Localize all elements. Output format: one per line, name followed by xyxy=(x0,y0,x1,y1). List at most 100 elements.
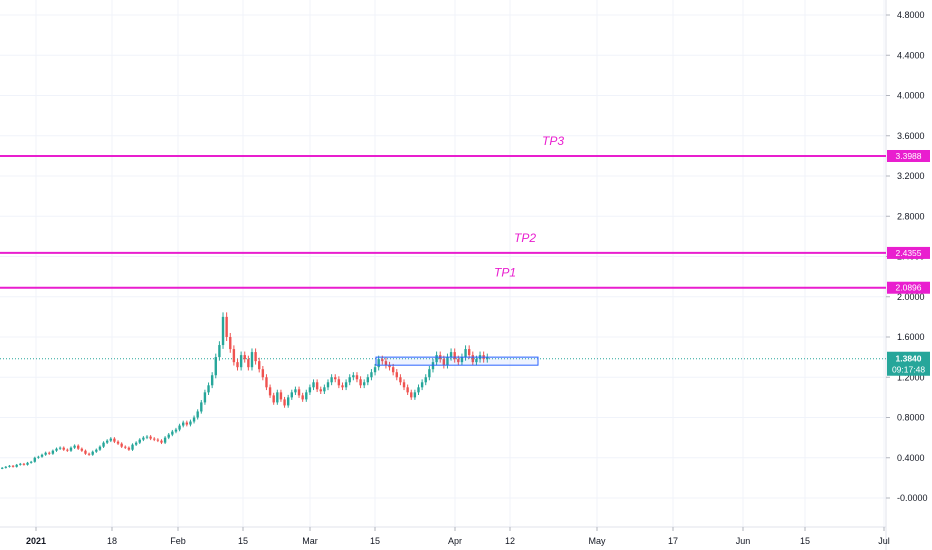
candle[interactable] xyxy=(428,365,431,381)
zone-box[interactable] xyxy=(375,356,539,366)
candle[interactable] xyxy=(471,351,474,366)
candle[interactable] xyxy=(290,389,293,400)
candle[interactable] xyxy=(167,433,170,440)
candle[interactable] xyxy=(124,445,127,449)
candle[interactable] xyxy=(120,442,123,448)
candle[interactable] xyxy=(171,429,174,437)
candle[interactable] xyxy=(210,372,214,389)
candle[interactable] xyxy=(460,353,464,366)
candle[interactable] xyxy=(51,449,55,455)
candle[interactable] xyxy=(127,446,131,451)
candle[interactable] xyxy=(344,379,348,391)
candle[interactable] xyxy=(330,374,333,386)
candle[interactable] xyxy=(388,361,391,371)
candle[interactable] xyxy=(178,423,181,432)
candle[interactable] xyxy=(229,332,232,353)
candle[interactable] xyxy=(66,448,69,452)
candle[interactable] xyxy=(308,384,312,395)
candle[interactable] xyxy=(417,384,420,395)
candle[interactable] xyxy=(373,363,377,376)
candle[interactable] xyxy=(33,456,36,463)
candle[interactable] xyxy=(98,445,102,451)
candle[interactable] xyxy=(301,392,304,402)
candle[interactable] xyxy=(446,353,449,369)
candle[interactable] xyxy=(102,441,105,448)
candle[interactable] xyxy=(80,447,84,452)
candle[interactable] xyxy=(312,379,315,391)
candle[interactable] xyxy=(370,369,373,381)
candle[interactable] xyxy=(149,435,152,441)
candle[interactable] xyxy=(399,374,402,386)
candle[interactable] xyxy=(297,386,301,398)
candle[interactable] xyxy=(1,467,4,470)
candle[interactable] xyxy=(323,384,326,395)
candle[interactable] xyxy=(203,389,207,405)
candle[interactable] xyxy=(109,437,112,443)
candle[interactable] xyxy=(156,438,160,443)
candle[interactable] xyxy=(464,345,467,361)
candle[interactable] xyxy=(196,409,199,420)
candle[interactable] xyxy=(225,312,228,342)
candle[interactable] xyxy=(134,441,138,447)
target-lines-layer[interactable]: TP3 TP2 TP1 xyxy=(0,134,886,289)
candle[interactable] xyxy=(105,439,109,445)
candle[interactable] xyxy=(334,374,337,383)
candle[interactable] xyxy=(113,437,116,444)
candle[interactable] xyxy=(326,379,330,391)
candle[interactable] xyxy=(377,355,380,371)
candle[interactable] xyxy=(424,374,427,386)
candle[interactable] xyxy=(250,348,254,371)
candle[interactable] xyxy=(207,382,210,395)
candle[interactable] xyxy=(384,357,388,369)
candle[interactable] xyxy=(420,379,424,391)
candle[interactable] xyxy=(453,348,456,363)
candle[interactable] xyxy=(87,452,91,456)
time-axis[interactable]: 2021 18 Feb 15 Mar 15 Apr 12 May 17 Jun 15 Jul xyxy=(26,527,890,546)
candle[interactable] xyxy=(258,357,261,373)
candle[interactable] xyxy=(192,415,196,424)
candle[interactable] xyxy=(276,389,279,405)
candle[interactable] xyxy=(153,437,156,442)
candle[interactable] xyxy=(352,372,355,381)
candle[interactable] xyxy=(91,450,94,456)
candle[interactable] xyxy=(243,351,246,363)
candle[interactable] xyxy=(395,369,398,381)
candle[interactable] xyxy=(22,462,26,466)
candle[interactable] xyxy=(185,420,189,427)
candle[interactable] xyxy=(44,451,47,456)
candle[interactable] xyxy=(315,379,319,393)
zone-box-layer[interactable] xyxy=(375,356,539,366)
candle[interactable] xyxy=(305,389,308,402)
candles-layer[interactable] xyxy=(1,312,489,470)
candle[interactable] xyxy=(366,374,370,386)
candle[interactable] xyxy=(410,389,413,400)
candle[interactable] xyxy=(58,446,62,450)
candle[interactable] xyxy=(268,384,272,398)
candle[interactable] xyxy=(84,449,87,455)
candle[interactable] xyxy=(467,345,471,359)
candle[interactable] xyxy=(391,363,395,376)
candle[interactable] xyxy=(413,389,417,400)
candle[interactable] xyxy=(435,351,438,366)
candle[interactable] xyxy=(254,348,257,365)
candle[interactable] xyxy=(283,396,286,408)
candle[interactable] xyxy=(48,451,51,455)
candle[interactable] xyxy=(138,438,141,445)
candle[interactable] xyxy=(62,446,65,451)
candle[interactable] xyxy=(406,384,409,395)
candle[interactable] xyxy=(363,379,366,389)
candle[interactable] xyxy=(218,341,221,361)
candle[interactable] xyxy=(26,461,29,466)
candle[interactable] xyxy=(286,394,290,408)
candle[interactable] xyxy=(261,365,265,381)
candle[interactable] xyxy=(442,355,446,369)
candle[interactable] xyxy=(247,355,250,371)
candle[interactable] xyxy=(29,460,33,464)
candle[interactable] xyxy=(69,446,73,452)
candle[interactable] xyxy=(131,443,134,451)
candle[interactable] xyxy=(116,440,120,446)
candle[interactable] xyxy=(221,312,225,349)
candle[interactable] xyxy=(239,351,243,371)
candle[interactable] xyxy=(142,436,145,442)
